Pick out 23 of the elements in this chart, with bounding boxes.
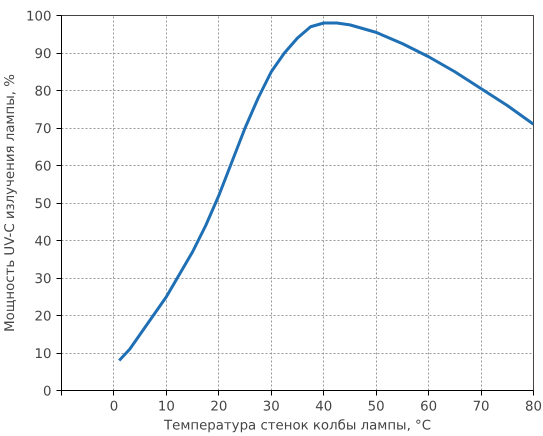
y-axis-title: Мощность UV-C излучения лампы, % bbox=[3, 74, 18, 332]
x-tick-label: 40 bbox=[315, 400, 332, 414]
x-tick-label: 10 bbox=[158, 400, 175, 414]
y-tick-label: 40 bbox=[34, 234, 52, 250]
y-tick-label: 80 bbox=[34, 84, 52, 100]
y-tick-label: 0 bbox=[43, 384, 52, 400]
y-tick-label: 10 bbox=[34, 347, 52, 362]
x-tick-label: 60 bbox=[420, 400, 438, 414]
y-tick-label: 60 bbox=[34, 160, 52, 174]
x-tick-label: 30 bbox=[262, 400, 280, 414]
x-tick-label: 20 bbox=[210, 400, 228, 414]
y-tick-label: 100 bbox=[26, 10, 52, 24]
y-tick-label: 90 bbox=[34, 47, 52, 62]
y-tick-label: 20 bbox=[34, 310, 52, 324]
line-series bbox=[118, 22, 534, 362]
x-tick-label: 80 bbox=[525, 400, 542, 414]
y-tick-label: 30 bbox=[34, 272, 52, 287]
x-axis-title: Температура стенок колбы лампы, °C bbox=[162, 418, 432, 434]
x-tick-label: 70 bbox=[472, 400, 490, 414]
y-tick-label: 50 bbox=[34, 197, 52, 212]
x-tick-label: 0 bbox=[110, 400, 118, 414]
y-tick-label: 70 bbox=[34, 122, 52, 137]
x-tick-label: 50 bbox=[368, 400, 385, 414]
